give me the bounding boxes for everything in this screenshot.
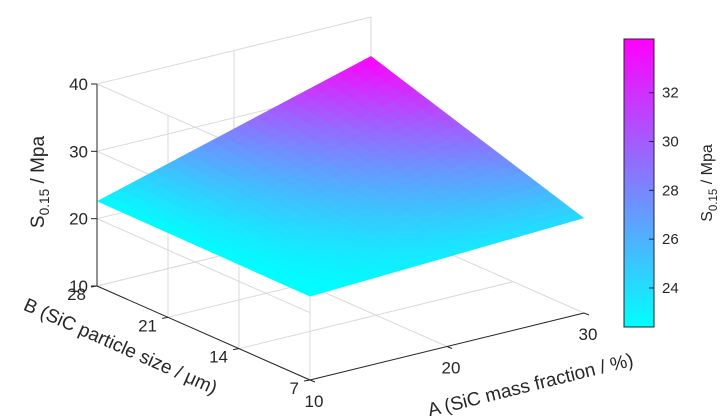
colorbar-tick-label: 28 (662, 182, 679, 199)
colorbar-label: S0.15 / Mpa (699, 144, 720, 222)
colorbar-tick-label: 26 (662, 231, 679, 248)
x-tick-mark (446, 346, 453, 349)
z-tick-label: 40 (69, 75, 88, 94)
label-unit: / Mpa (699, 144, 716, 189)
colorbar-scale (623, 38, 655, 328)
x-tick-label: 30 (579, 325, 598, 344)
surface-patch (358, 56, 381, 70)
x-tick-mark (583, 312, 590, 316)
label-main: S (699, 211, 716, 222)
label-main: S (28, 215, 49, 228)
colorbar-tick-label: 30 (662, 134, 679, 151)
colorbar: 24 26 28 30 32 S0.15 / Mpa (623, 38, 720, 328)
x-tick-mark (309, 379, 316, 383)
y-tick-label: 28 (67, 285, 86, 304)
z-tick-label: 10 (69, 277, 88, 296)
z-tick-label: 30 (69, 142, 88, 161)
z-tick-label: 20 (69, 210, 88, 229)
x-tick-label: 10 (305, 392, 324, 411)
y-tick-label: 14 (209, 348, 228, 367)
label-subscript: 0.15 (708, 189, 720, 211)
y-tick-label: 7 (290, 379, 299, 398)
y-axis-line (96, 285, 311, 381)
label-subscript: 0.15 (37, 188, 52, 215)
y-tick-mark (232, 348, 240, 351)
x-tick-label: 20 (442, 359, 461, 378)
label-unit: / Mpa (28, 136, 49, 189)
y-tick-label: 21 (138, 316, 157, 335)
y-axis-label: B (SiC particle size / μm) (20, 295, 220, 399)
colorbar-tick-label: 32 (662, 85, 679, 102)
response-surface (97, 56, 584, 297)
y-tick-mark (161, 316, 169, 319)
z-axis-label: S0.15 / Mpa (28, 136, 52, 229)
y-tick-mark (303, 379, 311, 382)
colorbar-ticks: 24 26 28 30 32 (649, 85, 679, 297)
colorbar-tick-label: 24 (662, 280, 679, 297)
